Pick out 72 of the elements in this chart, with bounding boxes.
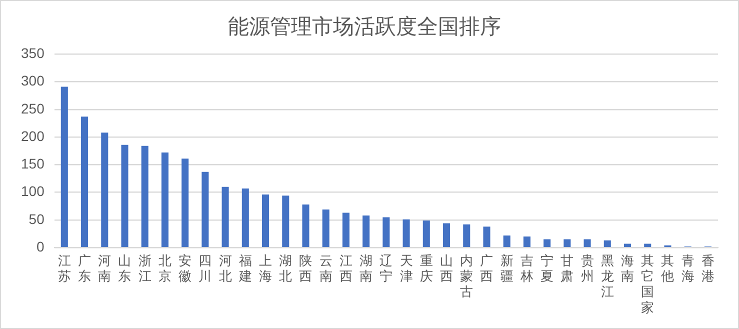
- bar: [523, 236, 530, 247]
- bar: [60, 86, 68, 247]
- x-tick-label: 四川: [198, 252, 212, 284]
- x-tick-label: 广东: [78, 252, 92, 284]
- x-tick-label: 海南: [621, 252, 634, 284]
- x-tick-label: 天津: [400, 252, 413, 284]
- bar: [483, 226, 490, 247]
- bar: [463, 224, 470, 247]
- bar: [141, 146, 148, 247]
- x-tick-label: 江西: [339, 252, 352, 284]
- bar: [544, 239, 551, 247]
- y-tick-label: 150: [21, 156, 45, 172]
- bar: [302, 204, 310, 247]
- y-tick-label: 50: [28, 210, 45, 227]
- bar: [342, 212, 350, 247]
- x-tick-label: 贵州: [580, 252, 594, 284]
- bar: [442, 223, 450, 247]
- x-tick-label: 吉林: [519, 252, 534, 284]
- x-tick-label: 广西: [480, 252, 494, 284]
- bar: [242, 188, 249, 247]
- bar: [564, 239, 571, 247]
- x-tick-label: 黑龙江: [600, 252, 614, 300]
- x-tick-label: 其他: [661, 252, 674, 284]
- bar: [422, 220, 430, 247]
- x-tick-label: 安徽: [178, 252, 192, 284]
- x-tick-label: 山东: [118, 252, 132, 284]
- chart-title: 能源管理市场活跃度全国排序: [228, 15, 501, 38]
- x-tick-label: 河北: [218, 252, 232, 284]
- bar: [121, 144, 128, 247]
- x-tick-label: 宁夏: [540, 252, 554, 284]
- bar: [282, 196, 290, 247]
- x-tick-label: 山西: [440, 252, 454, 284]
- bar: [584, 239, 591, 247]
- x-tick-label: 甘肃: [560, 252, 574, 284]
- x-tick-label: 江苏: [58, 252, 71, 284]
- bar: [101, 132, 108, 247]
- x-tick-label: 辽宁: [380, 252, 393, 284]
- bar: [182, 158, 189, 247]
- x-tick-label: 重庆: [420, 252, 433, 284]
- x-tick-label: 香港: [701, 252, 714, 284]
- x-tick-label: 陕西: [299, 252, 312, 284]
- x-tick-label: 云南: [319, 252, 332, 284]
- y-tick-label: 200: [21, 128, 45, 144]
- y-tick-label: 0: [36, 238, 45, 254]
- bar: [402, 219, 410, 247]
- y-tick-label: 350: [21, 45, 45, 62]
- bar: [222, 186, 229, 247]
- bar: [362, 216, 370, 247]
- x-tick-label: 北京: [158, 252, 172, 284]
- bar: [644, 244, 652, 247]
- x-tick-label: 上海: [259, 252, 272, 284]
- y-tick-label: 300: [21, 72, 45, 89]
- bar: [161, 152, 168, 247]
- bar: [624, 244, 632, 247]
- bar: [382, 217, 390, 247]
- x-tick-label: 浙江: [138, 252, 152, 284]
- bar: [262, 194, 270, 247]
- bar: [604, 240, 611, 247]
- bar: [202, 172, 209, 247]
- x-tick-label: 其它国家: [641, 252, 654, 315]
- x-tick-label: 新疆: [500, 252, 514, 284]
- x-tick-label: 福建: [238, 252, 252, 284]
- x-tick-label: 青海: [681, 252, 694, 284]
- bar: [81, 116, 88, 247]
- x-tick-label: 湖南: [360, 252, 373, 284]
- x-tick-label: 内蒙古: [460, 252, 474, 300]
- bar: [503, 235, 510, 247]
- bar: [322, 209, 330, 247]
- x-tick-label: 湖北: [279, 252, 292, 284]
- y-tick-label: 250: [21, 100, 45, 116]
- y-tick-label: 100: [21, 183, 45, 200]
- x-tick-label: 河南: [98, 252, 112, 284]
